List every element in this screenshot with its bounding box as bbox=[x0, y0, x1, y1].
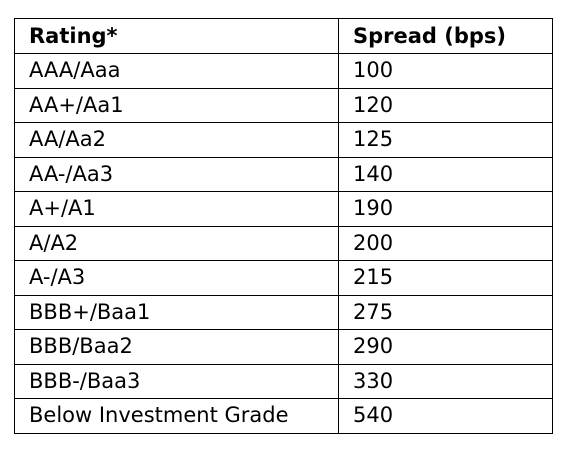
rating-cell: A+/A1 bbox=[14, 191, 339, 227]
table-row: BBB-/Baa3 330 bbox=[14, 363, 553, 399]
spread-cell: 125 bbox=[338, 122, 553, 158]
spread-cell: 120 bbox=[338, 87, 553, 123]
rating-cell: AA/Aa2 bbox=[14, 122, 339, 158]
rating-cell: A-/A3 bbox=[14, 260, 339, 296]
table-row: Below Investment Grade 540 bbox=[14, 398, 553, 434]
spread-cell: 140 bbox=[338, 156, 553, 192]
rating-cell: BBB/Baa2 bbox=[14, 329, 339, 365]
table-row: AA-/Aa3 140 bbox=[14, 156, 553, 192]
spread-cell: 200 bbox=[338, 225, 553, 261]
rating-spread-table: Rating* Spread (bps) AAA/Aaa 100 AA+/Aa1… bbox=[14, 18, 553, 434]
spread-cell: 215 bbox=[338, 260, 553, 296]
rating-cell: AA-/Aa3 bbox=[14, 156, 339, 192]
table-header-row: Rating* Spread (bps) bbox=[14, 18, 553, 54]
table-row: BBB/Baa2 290 bbox=[14, 329, 553, 365]
table-row: A/A2 200 bbox=[14, 225, 553, 261]
rating-column-header: Rating* bbox=[14, 18, 339, 54]
table-row: AA/Aa2 125 bbox=[14, 122, 553, 158]
rating-cell: BBB-/Baa3 bbox=[14, 363, 339, 399]
table-row: AAA/Aaa 100 bbox=[14, 53, 553, 89]
spread-cell: 275 bbox=[338, 294, 553, 330]
rating-cell: A/A2 bbox=[14, 225, 339, 261]
table-row: BBB+/Baa1 275 bbox=[14, 294, 553, 330]
spread-cell: 100 bbox=[338, 53, 553, 89]
table-row: A+/A1 190 bbox=[14, 191, 553, 227]
spread-cell: 330 bbox=[338, 363, 553, 399]
spread-column-header: Spread (bps) bbox=[338, 18, 553, 54]
rating-cell: AA+/Aa1 bbox=[14, 87, 339, 123]
spread-cell: 290 bbox=[338, 329, 553, 365]
rating-cell: BBB+/Baa1 bbox=[14, 294, 339, 330]
rating-cell: AAA/Aaa bbox=[14, 53, 339, 89]
spread-cell: 540 bbox=[338, 398, 553, 434]
rating-cell: Below Investment Grade bbox=[14, 398, 339, 434]
table-row: A-/A3 215 bbox=[14, 260, 553, 296]
spread-cell: 190 bbox=[338, 191, 553, 227]
table-row: AA+/Aa1 120 bbox=[14, 87, 553, 123]
